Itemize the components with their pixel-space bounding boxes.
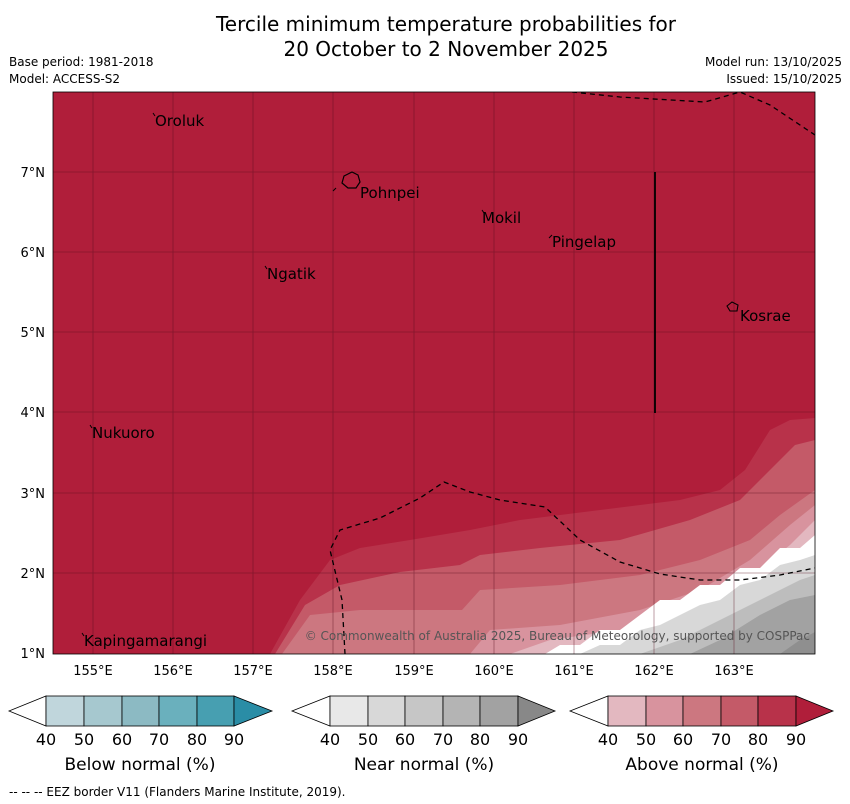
colorbar-label: 40 (597, 730, 619, 749)
model-run: Model run: 13/10/2025 (704, 55, 842, 69)
x-tick-label: 155°E (73, 664, 113, 679)
colorbar-above-bin (682, 695, 722, 727)
colorbar-below-bin (83, 695, 123, 727)
place-label: Ngatik (267, 265, 316, 283)
colorbar-near-bin (367, 695, 406, 727)
y-tick-label: 3°N (21, 487, 46, 502)
x-tick-label: 163°E (714, 664, 754, 679)
issued-date: Issued: 15/10/2025 (726, 72, 842, 86)
eez-borders (329, 92, 815, 654)
colorbar-below-bin (158, 695, 198, 727)
colorbar-near-bin (479, 695, 519, 727)
x-tick-label: 162°E (634, 664, 674, 679)
copyright-text: © Commonwealth of Australia 2025, Bureau… (305, 629, 810, 643)
place-label: Nukuoro (92, 424, 155, 442)
title-line-1: Tercile minimum temperature probabilitie… (215, 12, 677, 36)
place-label: Kosrae (740, 307, 791, 325)
colorbar-label: 40 (319, 730, 341, 749)
base-period: Base period: 1981-2018 (9, 55, 154, 69)
nukuoro-marker-icon (89, 424, 93, 429)
ngatik-marker-icon (264, 265, 268, 270)
colorbar-label: 60 (111, 730, 133, 749)
pohnpei-island-icon (341, 171, 361, 189)
place-label: Pohnpei (360, 184, 420, 202)
x-tick-label: 160°E (474, 664, 514, 679)
colorbar-above-bin (645, 695, 684, 727)
contour-near-70 (690, 595, 815, 654)
colorbar-below (7, 695, 274, 727)
grid-lines (53, 92, 815, 654)
colorbar-above (568, 695, 835, 727)
x-tick-label: 161°E (554, 664, 594, 679)
y-tick-label: 1°N (21, 647, 46, 662)
y-tick-label: 2°N (21, 567, 46, 582)
colorbar-label: 40 (35, 730, 57, 749)
place-label: Mokil (482, 209, 521, 227)
colorbar-above-bin (607, 695, 647, 727)
colorbar-near-max-arrow (517, 695, 557, 727)
colorbar-near-bin (442, 695, 481, 727)
colorbar-label: 90 (223, 730, 245, 749)
colorbar-above-min-arrow (568, 695, 609, 727)
x-axis-ticks: 155°E 156°E 157°E 158°E 159°E 160°E 161°… (73, 664, 754, 679)
mokil-marker-icon (481, 209, 485, 214)
colorbar-label: 50 (635, 730, 657, 749)
colorbar-label: 50 (73, 730, 95, 749)
colorbar-label: 60 (394, 730, 416, 749)
colorbar-label: 90 (507, 730, 529, 749)
colorbar-title-near: Near normal (%) (353, 755, 495, 775)
x-tick-label: 158°E (313, 664, 353, 679)
y-tick-label: 5°N (21, 326, 46, 341)
colorbars (7, 695, 835, 727)
colorbar-label: 80 (186, 730, 208, 749)
colorbar-near (290, 695, 557, 727)
colorbar-label: 70 (148, 730, 170, 749)
contour-near-80 (780, 632, 815, 654)
colorbar-above-bin (720, 695, 759, 727)
map-title: Tercile minimum temperature probabilitie… (0, 12, 850, 62)
y-axis-ticks: 7°N 6°N 5°N 4°N 3°N 2°N 1°N (21, 166, 46, 662)
colorbar-near-bin (329, 695, 369, 727)
map-frame (52, 91, 816, 655)
place-label: Kapingamarangi (84, 632, 207, 650)
colorbar-below-max-arrow (233, 695, 274, 727)
colorbar-above-max-arrow (795, 695, 835, 727)
forecast-map: Oroluk Pohnpei Mokil Pingelap Ngatik Kos… (21, 91, 816, 679)
y-tick-label: 4°N (21, 406, 46, 421)
kosrae-island-icon (726, 301, 739, 312)
colorbar-title-below: Below normal (%) (64, 755, 216, 775)
meta-left: Base period: 1981-2018 Model: ACCESS-S2 (9, 54, 154, 88)
pingelap-marker-icon (548, 234, 553, 239)
colorbar-near-bin (404, 695, 444, 727)
pohnpei-islet-icon (332, 187, 337, 192)
colorbar-label: 70 (710, 730, 732, 749)
model-name: Model: ACCESS-S2 (9, 72, 121, 86)
x-tick-label: 159°E (394, 664, 434, 679)
colorbar-label: 80 (747, 730, 769, 749)
colorbar-label: 50 (357, 730, 379, 749)
colorbar-below-bin (196, 695, 235, 727)
kapingamarangi-marker-icon (81, 632, 85, 637)
place-label: Pingelap (552, 233, 616, 251)
y-tick-label: 7°N (21, 166, 46, 181)
colorbar-label: 90 (785, 730, 807, 749)
colorbar-label: 80 (469, 730, 491, 749)
footer-note: -- -- -- EEZ border V11 (Flanders Marine… (9, 785, 346, 799)
colorbar-above-bin (757, 695, 797, 727)
place-label: Oroluk (155, 112, 204, 130)
x-tick-label: 156°E (153, 664, 193, 679)
colorbar-label: 70 (432, 730, 454, 749)
oroluk-marker-icon (152, 112, 156, 117)
y-tick-label: 6°N (21, 246, 46, 261)
x-tick-label: 157°E (233, 664, 273, 679)
colorbar-label: 60 (672, 730, 694, 749)
colorbar-below-bin (121, 695, 160, 727)
meta-right: Model run: 13/10/2025 Issued: 15/10/2025 (705, 54, 842, 88)
colorbar-below-bin (45, 695, 85, 727)
colorbar-near-min-arrow (290, 695, 331, 727)
title-line-2: 20 October to 2 November 2025 (283, 37, 609, 61)
colorbar-title-above: Above normal (%) (625, 755, 779, 775)
colorbar-below-min-arrow (7, 695, 47, 727)
